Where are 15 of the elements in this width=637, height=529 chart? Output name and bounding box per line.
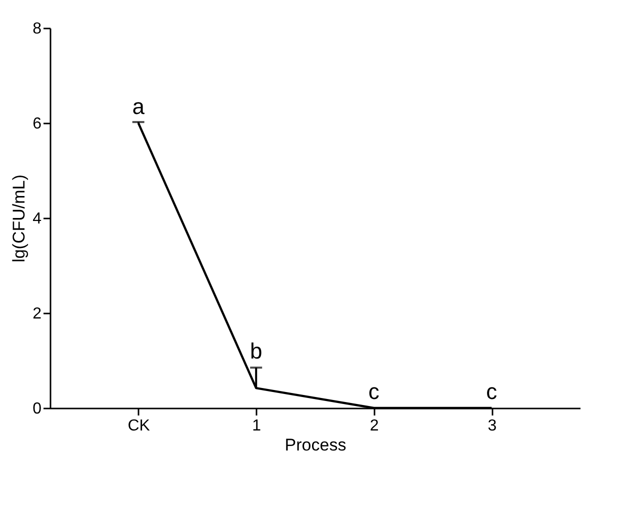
annotation: b [250,338,262,364]
y-tick-label: 6 [32,116,42,132]
annotation: a [132,94,146,119]
y-tick-label: 2 [32,306,42,322]
y-axis-title: lg(CFU/mL) [10,174,29,262]
x-tick-label: 3 [488,418,497,434]
x-tick-label: CK [128,418,150,434]
y-tick-label: 8 [32,20,42,38]
y-tick-label: 4 [32,210,42,228]
x-tick-label: 1 [252,418,262,434]
x-tick-label: 2 [370,418,379,434]
x-axis-title: Process [284,436,346,454]
annotation: c [486,379,498,404]
annotation: c [368,379,380,404]
y-tick-label: 0 [32,400,42,418]
